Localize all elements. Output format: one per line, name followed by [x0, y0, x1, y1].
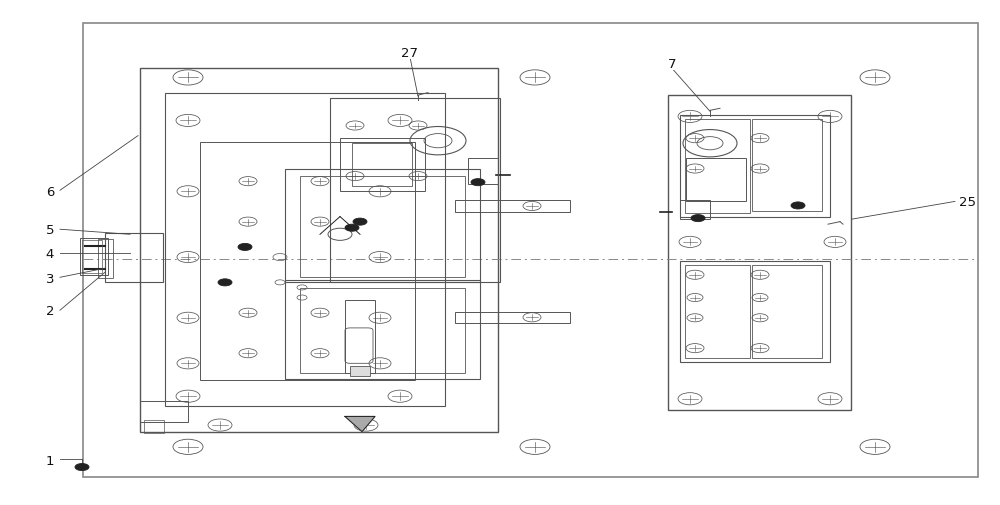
Bar: [686, 159, 746, 202]
Bar: [165, 93, 445, 407]
Bar: [685, 120, 750, 213]
Circle shape: [691, 215, 705, 222]
Bar: [752, 265, 822, 359]
Bar: [680, 200, 710, 220]
Bar: [300, 289, 465, 374]
Bar: [680, 262, 830, 363]
Bar: [80, 239, 108, 275]
Bar: [350, 366, 370, 376]
Bar: [680, 116, 830, 217]
Text: 25: 25: [960, 195, 976, 209]
Text: 4: 4: [46, 247, 54, 260]
Text: 2: 2: [46, 304, 54, 317]
Circle shape: [791, 203, 805, 210]
Bar: [468, 159, 498, 184]
Bar: [285, 280, 480, 379]
Circle shape: [471, 179, 485, 186]
Bar: [98, 239, 113, 279]
Bar: [455, 201, 570, 212]
Bar: [455, 312, 570, 323]
Bar: [83, 24, 978, 477]
Bar: [82, 241, 102, 274]
Bar: [200, 142, 415, 380]
Bar: [105, 233, 163, 283]
Circle shape: [238, 244, 252, 251]
Circle shape: [218, 279, 232, 286]
Bar: [668, 96, 851, 410]
Text: 5: 5: [46, 223, 54, 236]
Bar: [300, 177, 465, 278]
Text: 1: 1: [46, 454, 54, 467]
Polygon shape: [345, 417, 375, 432]
Circle shape: [345, 225, 359, 232]
Bar: [140, 69, 498, 432]
Bar: [285, 169, 480, 283]
Circle shape: [353, 219, 367, 226]
Text: 6: 6: [46, 185, 54, 198]
Bar: [144, 420, 164, 433]
Bar: [752, 120, 822, 211]
Bar: [330, 98, 500, 283]
Text: 27: 27: [402, 46, 418, 60]
Bar: [140, 401, 188, 422]
Bar: [685, 265, 750, 359]
Circle shape: [75, 464, 89, 471]
Bar: [352, 144, 412, 187]
Bar: [345, 300, 375, 374]
Text: 3: 3: [46, 272, 54, 285]
Bar: [340, 139, 425, 192]
Text: 7: 7: [668, 58, 676, 71]
